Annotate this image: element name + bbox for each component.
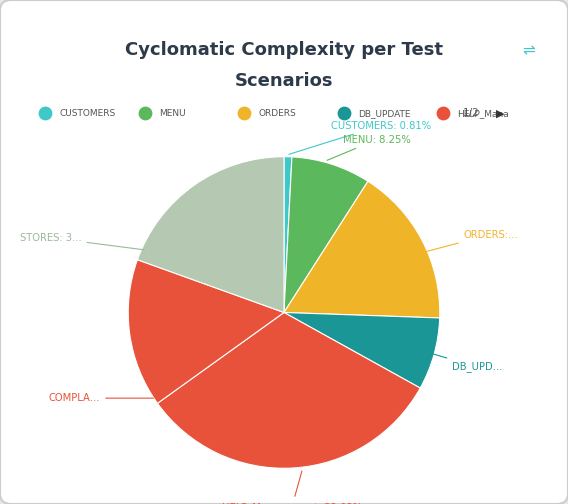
Text: ▶: ▶ [496,108,504,118]
Text: COMPLA...: COMPLA... [49,393,153,403]
Wedge shape [128,260,284,403]
Text: CUSTOMERS: 0.81%: CUSTOMERS: 0.81% [289,120,431,154]
Point [438,109,448,117]
Text: STORES: 3...: STORES: 3... [20,233,144,250]
Wedge shape [284,312,440,388]
Wedge shape [284,181,440,318]
Wedge shape [284,157,368,312]
Text: ◄: ◄ [439,108,447,118]
Text: ORDERS: ORDERS [258,109,296,118]
Text: MENU: MENU [159,109,186,118]
Point [240,109,249,117]
Text: CUSTOMERS: CUSTOMERS [60,109,116,118]
Text: Scenarios: Scenarios [235,72,333,90]
Wedge shape [137,157,284,312]
Text: HELP_Mana: HELP_Mana [457,109,509,118]
Point [140,109,149,117]
Point [339,109,348,117]
Text: HELP_Management: 32.03%: HELP_Management: 32.03% [222,471,362,504]
Text: MENU: 8.25%: MENU: 8.25% [327,135,411,160]
Text: DB_UPDATE: DB_UPDATE [358,109,410,118]
Text: 1/2: 1/2 [463,108,480,118]
Wedge shape [157,312,420,468]
Text: ⇌: ⇌ [522,43,534,58]
Wedge shape [284,157,292,312]
Text: DB_UPD...: DB_UPD... [411,348,503,372]
Point [41,109,50,117]
Text: ORDERS:...: ORDERS:... [422,230,518,253]
Text: Cyclomatic Complexity per Test: Cyclomatic Complexity per Test [125,41,443,59]
